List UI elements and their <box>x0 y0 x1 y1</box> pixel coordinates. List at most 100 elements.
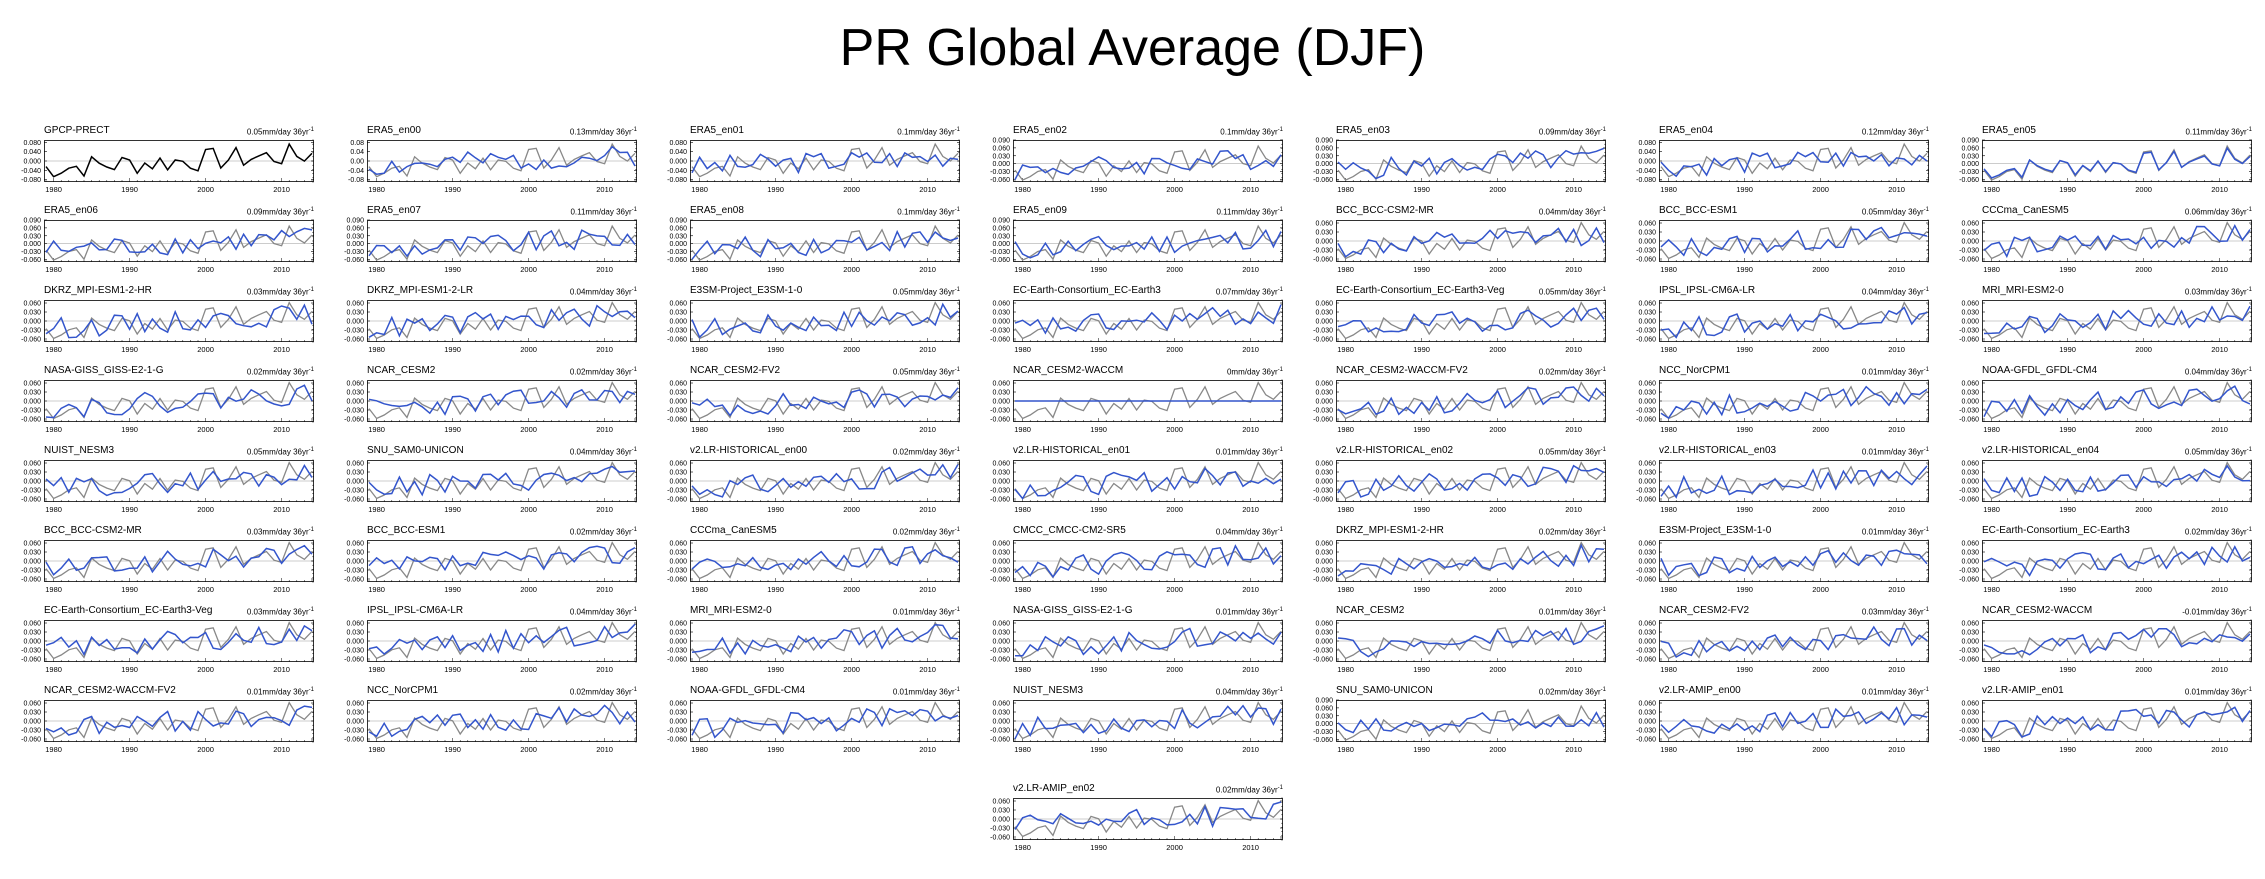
y-tick-label: -0.030 <box>21 328 41 335</box>
x-tick-label: 1980 <box>368 265 385 274</box>
x-tick-label: 1980 <box>1983 345 2000 354</box>
y-tick-label: -0.060 <box>1959 417 1979 424</box>
y-tick-label: 0.060 <box>1638 461 1656 468</box>
series-line-observation <box>1983 381 2251 420</box>
chart-panel: DKRZ_MPI-ESM1-2-HR 0.02mm/day 36yr-1 0.060… <box>1313 525 1606 594</box>
panel-trend-label: 0.01mm/day 36yr-1 <box>893 607 960 617</box>
chart-panel: BCC_BCC-ESM1 0.02mm/day 36yr-1 0.060 0.030 0… <box>344 525 637 594</box>
y-tick-label: 0.000 <box>346 319 364 326</box>
series-line-model <box>368 388 636 416</box>
y-tick-label: -0.060 <box>667 657 687 664</box>
trend-exponent: -1 <box>954 607 960 613</box>
y-tick-label: 0.000 <box>346 719 364 726</box>
x-tick-label: 2000 <box>843 345 860 354</box>
panel-plot: 0.060 0.030 0.000 -0.030 -0.060 1980 1990 2000 2… <box>990 619 1283 674</box>
trend-exponent: -1 <box>308 447 314 453</box>
x-tick-label: 2010 <box>919 585 936 594</box>
x-tick-label: 1980 <box>1014 665 1031 674</box>
panel-title: BCC_BCC-ESM1 <box>1659 205 1738 216</box>
x-tick-label: 1990 <box>1090 505 1107 514</box>
x-tick-label: 2010 <box>1565 505 1582 514</box>
x-tick-label: 1990 <box>1090 265 1107 274</box>
y-tick-label: 0.000 <box>23 241 41 248</box>
panel-title: NASA-GISS_GISS-E2-1-G <box>1013 605 1133 616</box>
x-tick-label: 2000 <box>197 185 214 194</box>
trend-exponent: -1 <box>1923 207 1929 213</box>
series-line-model <box>1660 306 1928 339</box>
y-tick-label: -0.060 <box>1313 657 1333 664</box>
trend-exponent: -1 <box>1277 687 1283 693</box>
y-tick-label: -0.060 <box>1313 337 1333 344</box>
y-tick-label: -0.030 <box>344 728 364 735</box>
panel-title: BCC_BCC-CSM2-MR <box>44 525 142 536</box>
panel-title: CCCma_CanESM5 <box>690 525 777 536</box>
chart-panel: EC-Earth-Consortium_EC-Earth3-Veg 0.03mm/… <box>21 605 314 674</box>
y-tick-label: 0.000 <box>23 559 41 566</box>
chart-panel: ERA5_en03 0.09mm/day 36yr-1 0.090 0.060 0.03… <box>1313 125 1606 194</box>
series-line-model <box>368 545 636 572</box>
y-tick-label: 0.060 <box>1638 381 1656 388</box>
y-tick-label: -0.030 <box>1636 728 1656 735</box>
series-line-model <box>1983 385 2251 418</box>
x-tick-label: 2010 <box>596 745 613 754</box>
x-tick-label: 2010 <box>1242 665 1259 674</box>
y-tick-label: 0.030 <box>1638 710 1656 717</box>
trend-value: 0.05mm/day 36yr <box>2184 447 2247 457</box>
series-line-observation <box>1660 142 1928 178</box>
y-tick-label: 0.000 <box>1638 639 1656 646</box>
panel-plot: 0.060 0.030 0.000 -0.030 -0.060 1980 1990 2000 2… <box>21 379 314 434</box>
x-tick-label: 2000 <box>520 745 537 754</box>
series-line-model <box>368 704 636 738</box>
x-tick-label: 2010 <box>1888 505 1905 514</box>
y-tick-label: 0.000 <box>1638 399 1656 406</box>
panel-plot: 0.060 0.030 0.000 -0.030 -0.060 1980 1990 2000 2… <box>21 299 314 354</box>
y-tick-label: 0.060 <box>346 621 364 628</box>
y-tick-label: -0.060 <box>21 657 41 664</box>
y-tick-label: 0.040 <box>1638 149 1656 156</box>
y-tick-label: -0.060 <box>344 657 364 664</box>
y-tick-label: 0.000 <box>23 319 41 326</box>
y-tick-label: 0.030 <box>1961 390 1979 397</box>
y-tick-label: 0.030 <box>1638 390 1656 397</box>
y-tick-label: 0.060 <box>1315 145 1333 152</box>
y-tick-label: 0.060 <box>1315 705 1333 712</box>
y-tick-label: 0.060 <box>23 701 41 708</box>
panel-trend-label: 0.04mm/day 36yr-1 <box>1216 527 1283 537</box>
y-tick-label: 0.060 <box>346 461 364 468</box>
series-line-model <box>691 387 959 417</box>
chart-panel: ERA5_en00 0.13mm/day 36yr-1 0.08 0.04 0.00 -0… <box>348 125 637 194</box>
panel-trend-label: 0.02mm/day 36yr-1 <box>570 527 637 537</box>
trend-value: 0.04mm/day 36yr <box>569 607 632 617</box>
y-tick-label: 0.000 <box>23 159 41 166</box>
trend-exponent: -1 <box>1600 367 1606 373</box>
y-tick-label: -0.060 <box>667 497 687 504</box>
panel-plot: 0.060 0.030 0.000 -0.030 -0.060 1980 1990 2000 2… <box>1313 299 1606 354</box>
series-line-observation <box>368 301 636 340</box>
panel-plot: 0.060 0.030 0.000 -0.030 -0.060 1980 1990 2000 2… <box>990 459 1283 514</box>
x-tick-label: 1980 <box>1660 665 1677 674</box>
panel-plot: 0.060 0.030 0.000 -0.030 -0.060 1980 1990 2000 2… <box>21 459 314 514</box>
y-tick-label: -0.060 <box>1313 737 1333 744</box>
series-line-model <box>45 464 313 497</box>
trend-value: 0.04mm/day 36yr <box>1861 287 1924 297</box>
y-tick-label: -0.060 <box>344 417 364 424</box>
chart-panel: NCAR_CESM2-WACCM -0.01mm/day 36yr-1 0.060 0… <box>1959 605 2252 674</box>
y-tick-label: 0.030 <box>23 710 41 717</box>
y-tick-label: 0.030 <box>669 390 687 397</box>
trend-value: 0.06mm/day 36yr <box>2184 207 2247 217</box>
y-tick-label: 0.030 <box>992 710 1010 717</box>
panel-title: ERA5_en04 <box>1659 125 1713 136</box>
y-tick-label: -0.060 <box>1313 417 1333 424</box>
y-tick-label: -0.060 <box>21 737 41 744</box>
panel-title: NCC_NorCPM1 <box>1659 365 1731 376</box>
chart-panel: BCC_BCC-CSM2-MR 0.04mm/day 36yr-1 0.060 0.0… <box>1313 205 1606 274</box>
x-tick-label: 1990 <box>1090 843 1107 852</box>
series-line-observation <box>1983 221 2251 260</box>
trend-value: 0.02mm/day 36yr <box>1215 785 1278 795</box>
panel-trend-label: 0.03mm/day 36yr-1 <box>247 607 314 617</box>
chart-panel: NUIST_NESM3 0.04mm/day 36yr-1 0.060 0.030 0.… <box>990 685 1283 754</box>
panel-plot: 0.060 0.030 0.000 -0.030 -0.060 1980 1990 2000 2… <box>1959 379 2252 434</box>
x-tick-label: 2010 <box>919 185 936 194</box>
panel-trend-label: 0.02mm/day 36yr-1 <box>1216 785 1283 795</box>
series-line-model <box>1983 146 2251 179</box>
